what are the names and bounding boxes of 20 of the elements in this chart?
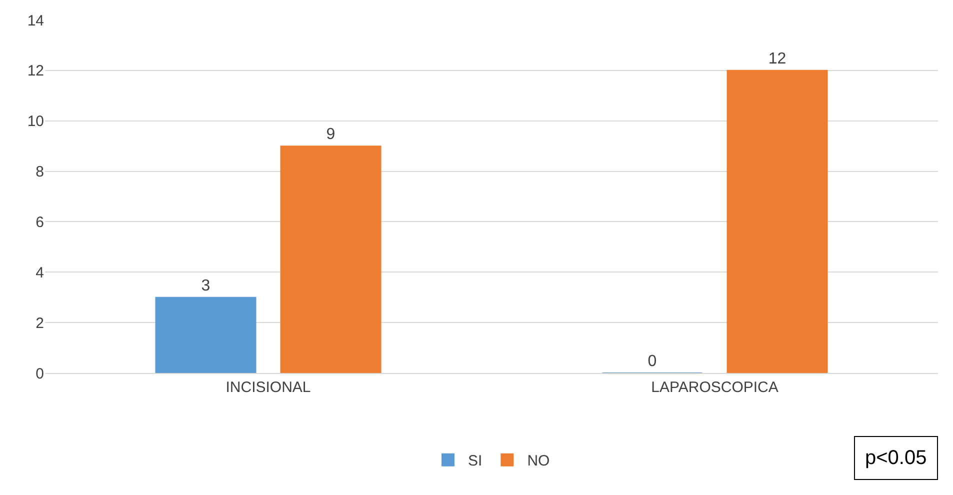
data-label: 12	[768, 50, 786, 68]
x-tick-label: LAPAROSCOPICA	[651, 379, 778, 396]
text: p<0.05	[865, 447, 927, 469]
bar	[280, 146, 382, 373]
bar	[726, 70, 828, 373]
y-tick-label: 2	[36, 314, 44, 332]
legend-label: NO	[527, 452, 550, 470]
legend-label: SI	[468, 452, 482, 470]
data-label: 9	[326, 126, 336, 144]
data-label: 0	[648, 353, 657, 370]
x-tick-label: INCISIONAL	[226, 379, 311, 396]
y-tick-label: 10	[27, 113, 44, 130]
data-label: 3	[201, 277, 210, 294]
y-tick-label: 6	[36, 214, 44, 231]
bar	[155, 296, 256, 373]
y-tick-label: 8	[36, 164, 44, 181]
y-tick-label: 14	[27, 12, 44, 30]
y-tick-label: 12	[27, 62, 44, 80]
y-tick-label: 0	[36, 365, 44, 382]
y-tick-label: 4	[36, 264, 44, 282]
